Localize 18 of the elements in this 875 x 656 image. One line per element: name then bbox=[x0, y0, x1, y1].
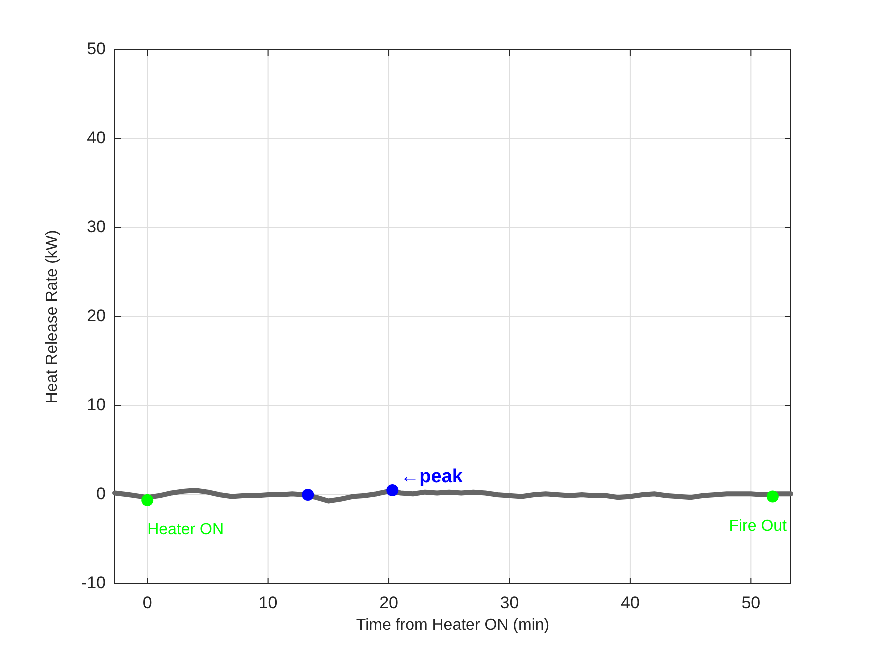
x-tick-label: 10 bbox=[258, 593, 278, 612]
x-tick-label: 30 bbox=[500, 593, 520, 612]
annotation: Heater ON bbox=[148, 521, 224, 538]
x-tick-label: 50 bbox=[742, 593, 761, 612]
x-tick-label: 0 bbox=[142, 593, 152, 612]
y-tick-label: 50 bbox=[87, 39, 106, 58]
y-tick-label: 0 bbox=[96, 484, 106, 504]
x-axis-title: Time from Heater ON (min) bbox=[356, 617, 550, 634]
y-tick-label: 10 bbox=[87, 395, 106, 414]
annotation: Fire Out bbox=[729, 518, 788, 535]
y-tick-label: 40 bbox=[87, 128, 106, 148]
y-tick-label: 20 bbox=[87, 306, 106, 326]
y-axis-title: Heat Release Rate (kW) bbox=[44, 230, 61, 404]
x-tick-label: 20 bbox=[380, 593, 398, 612]
y-tick-label: -10 bbox=[81, 573, 106, 592]
x-tick-label: 40 bbox=[620, 593, 640, 612]
y-tick-label: 30 bbox=[87, 217, 106, 236]
annotation: ←peak bbox=[400, 466, 464, 488]
